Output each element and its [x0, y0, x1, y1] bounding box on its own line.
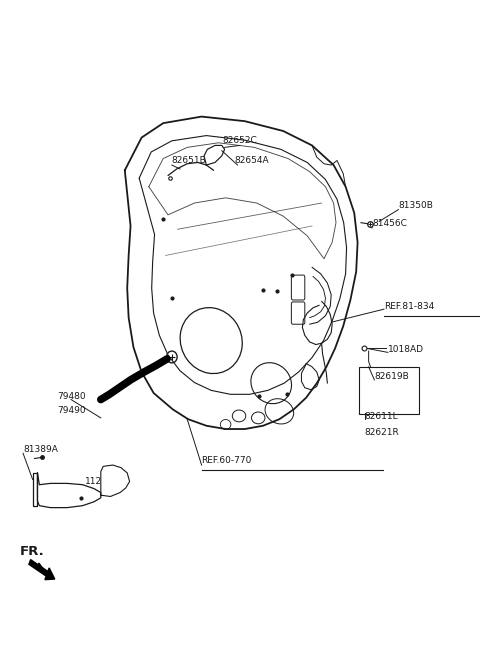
Text: 82621R: 82621R [365, 428, 399, 437]
Text: 81350B: 81350B [398, 200, 433, 210]
Text: FR.: FR. [20, 545, 45, 558]
Text: 81389A: 81389A [23, 445, 58, 454]
Text: 82652C: 82652C [223, 136, 257, 145]
Text: REF.81-834: REF.81-834 [384, 302, 434, 311]
Text: 82619B: 82619B [374, 372, 409, 381]
Bar [359, 367, 419, 414]
Polygon shape [37, 473, 101, 508]
Text: 82654A: 82654A [234, 156, 269, 165]
Text: 79490: 79490 [57, 406, 85, 415]
Text: 79480: 79480 [57, 392, 85, 401]
Text: 1018AD: 1018AD [388, 345, 424, 354]
Polygon shape [101, 465, 130, 496]
Text: 81456C: 81456C [372, 219, 407, 228]
FancyArrow shape [29, 559, 55, 580]
Text: 82651B: 82651B [172, 156, 206, 165]
Text: REF.60-770: REF.60-770 [202, 456, 252, 465]
Text: 82611L: 82611L [365, 411, 398, 421]
Text: 1125DE: 1125DE [85, 477, 121, 486]
